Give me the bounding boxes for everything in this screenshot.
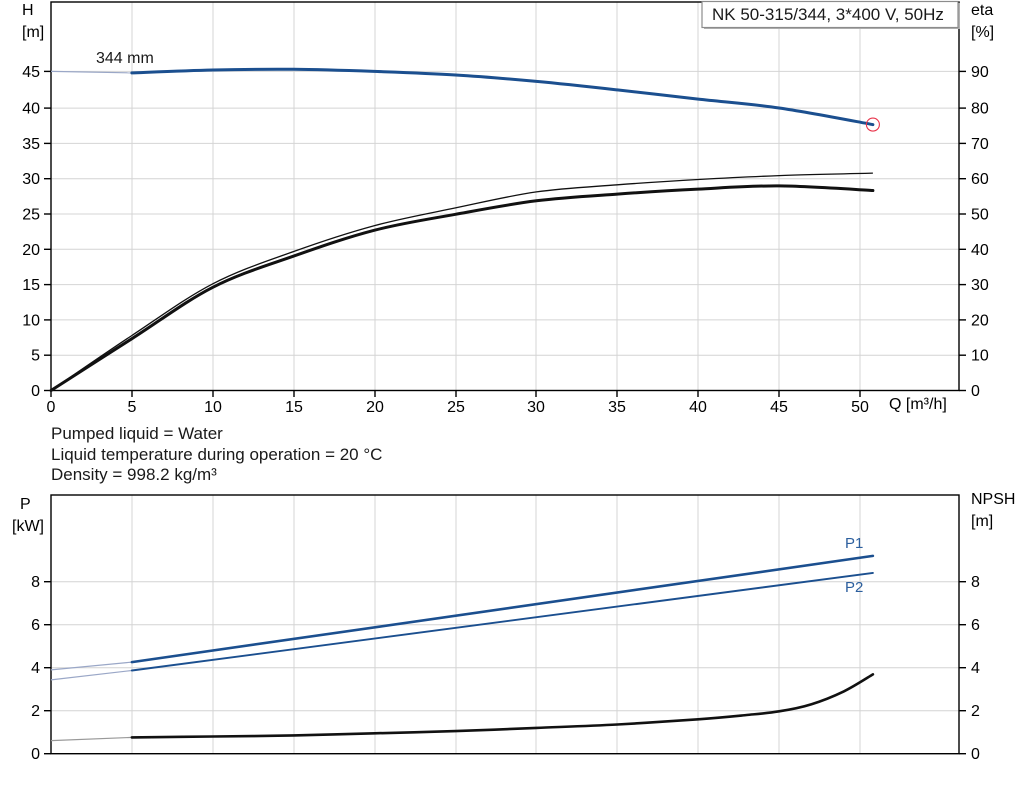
svg-text:45: 45 [770,399,788,416]
svg-text:[m]: [m] [971,513,993,530]
svg-text:40: 40 [22,101,40,118]
svg-text:60: 60 [971,171,989,188]
svg-text:40: 40 [689,399,707,416]
svg-text:2: 2 [971,703,980,720]
svg-text:0: 0 [31,383,40,400]
svg-text:35: 35 [22,136,40,153]
svg-text:10: 10 [22,312,40,329]
svg-text:25: 25 [447,399,465,416]
svg-text:Density = 998.2 kg/m³: Density = 998.2 kg/m³ [51,465,217,484]
svg-text:30: 30 [971,277,989,294]
svg-text:50: 50 [851,399,869,416]
svg-text:4: 4 [971,660,980,677]
svg-text:P: P [20,496,31,513]
svg-text:25: 25 [22,207,40,224]
svg-text:80: 80 [971,101,989,118]
svg-text:5: 5 [128,399,137,416]
svg-text:6: 6 [971,617,980,634]
svg-text:0: 0 [47,399,56,416]
svg-text:NK 50-315/344, 3*400 V, 50Hz: NK 50-315/344, 3*400 V, 50Hz [712,5,944,24]
svg-text:30: 30 [527,399,545,416]
svg-text:50: 50 [971,207,989,224]
svg-text:Pumped liquid = Water: Pumped liquid = Water [51,424,223,443]
svg-text:20: 20 [971,312,989,329]
svg-text:P2: P2 [845,579,863,596]
svg-text:10: 10 [204,399,222,416]
svg-text:30: 30 [22,171,40,188]
svg-text:10: 10 [971,348,989,365]
svg-text:eta: eta [971,2,993,19]
svg-text:6: 6 [31,617,40,634]
svg-text:20: 20 [22,242,40,259]
svg-text:[m]: [m] [22,24,44,41]
svg-text:0: 0 [971,383,980,400]
svg-text:45: 45 [22,64,40,81]
svg-text:H: H [22,2,34,19]
svg-text:90: 90 [971,64,989,81]
svg-text:NPSH: NPSH [971,491,1015,508]
svg-text:[kW]: [kW] [12,518,44,535]
svg-text:344 mm: 344 mm [96,50,154,67]
svg-text:0: 0 [971,746,980,763]
svg-text:P1: P1 [845,535,863,552]
svg-text:20: 20 [366,399,384,416]
svg-text:[%]: [%] [971,24,994,41]
svg-text:2: 2 [31,703,40,720]
svg-text:Q [m³/h]: Q [m³/h] [889,396,947,413]
svg-text:4: 4 [31,660,40,677]
svg-text:8: 8 [971,574,980,591]
svg-text:35: 35 [608,399,626,416]
svg-text:0: 0 [31,746,40,763]
svg-text:15: 15 [285,399,303,416]
svg-text:5: 5 [31,348,40,365]
svg-text:40: 40 [971,242,989,259]
svg-text:70: 70 [971,136,989,153]
svg-text:15: 15 [22,277,40,294]
svg-text:8: 8 [31,574,40,591]
svg-text:Liquid temperature during oper: Liquid temperature during operation = 20… [51,445,382,464]
